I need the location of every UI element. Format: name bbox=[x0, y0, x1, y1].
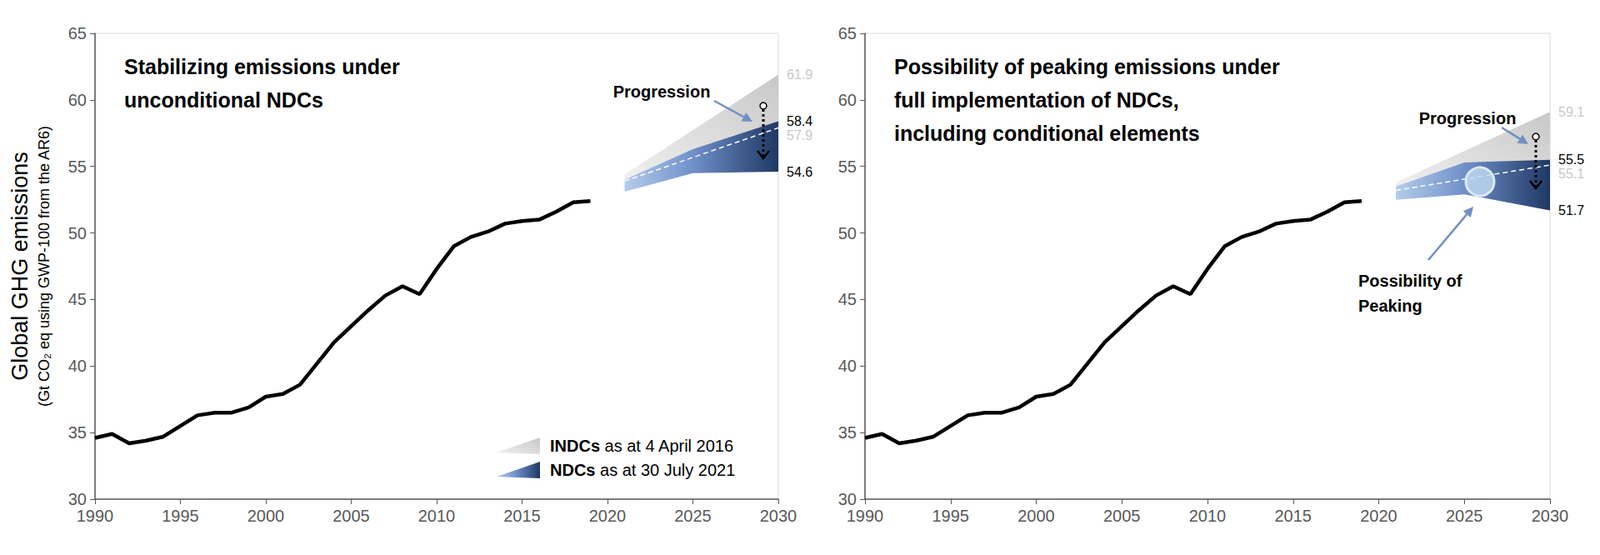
svg-text:50: 50 bbox=[838, 224, 857, 243]
svg-text:2025: 2025 bbox=[674, 506, 712, 525]
svg-text:including conditional elements: including conditional elements bbox=[894, 121, 1200, 145]
svg-text:Progression: Progression bbox=[1419, 109, 1517, 128]
svg-text:2000: 2000 bbox=[247, 506, 285, 525]
svg-text:40: 40 bbox=[68, 356, 87, 375]
svg-text:Possibility of: Possibility of bbox=[1358, 271, 1463, 290]
svg-text:as at 4 April 2016: as at 4 April 2016 bbox=[600, 436, 734, 455]
svg-text:61.9: 61.9 bbox=[786, 67, 813, 82]
svg-text:30: 30 bbox=[838, 490, 857, 509]
svg-text:54.6: 54.6 bbox=[786, 165, 813, 180]
svg-text:(Gt CO₂ eq using GWP-100 from: (Gt CO₂ eq using GWP-100 from the AR6) bbox=[35, 125, 53, 407]
svg-text:Peaking: Peaking bbox=[1358, 296, 1423, 315]
svg-text:50: 50 bbox=[68, 224, 87, 243]
svg-text:Progression: Progression bbox=[613, 82, 711, 101]
svg-text:55.1: 55.1 bbox=[1558, 166, 1585, 181]
svg-text:2010: 2010 bbox=[1189, 506, 1227, 525]
svg-text:65: 65 bbox=[68, 24, 87, 43]
svg-text:full implementation of NDCs,: full implementation of NDCs, bbox=[894, 88, 1180, 112]
svg-text:Global GHG emissions: Global GHG emissions bbox=[7, 151, 33, 381]
svg-text:35: 35 bbox=[68, 423, 87, 442]
svg-text:Possibility of peaking emissio: Possibility of peaking emissions under bbox=[894, 55, 1280, 79]
svg-text:2010: 2010 bbox=[418, 506, 456, 525]
svg-text:55: 55 bbox=[838, 157, 857, 176]
svg-text:2005: 2005 bbox=[1103, 506, 1141, 525]
svg-text:2005: 2005 bbox=[332, 506, 370, 525]
svg-text:2030: 2030 bbox=[1531, 506, 1570, 525]
svg-text:2015: 2015 bbox=[1275, 506, 1313, 525]
svg-text:1990: 1990 bbox=[76, 506, 115, 525]
svg-text:59.1: 59.1 bbox=[1558, 105, 1585, 120]
svg-text:2020: 2020 bbox=[1360, 506, 1398, 525]
svg-text:55.5: 55.5 bbox=[1558, 152, 1585, 167]
svg-text:unconditional NDCs: unconditional NDCs bbox=[124, 88, 324, 112]
svg-text:1995: 1995 bbox=[932, 506, 970, 525]
svg-text:INDCs: INDCs bbox=[550, 436, 600, 455]
svg-text:Stabilizing emissions under: Stabilizing emissions under bbox=[124, 55, 400, 79]
svg-text:60: 60 bbox=[838, 90, 857, 110]
svg-text:55: 55 bbox=[68, 157, 87, 176]
svg-text:65: 65 bbox=[838, 24, 857, 43]
svg-text:as at 30 July 2021: as at 30 July 2021 bbox=[595, 460, 735, 480]
svg-text:58.4: 58.4 bbox=[786, 114, 813, 129]
svg-text:45: 45 bbox=[68, 290, 87, 309]
svg-text:35: 35 bbox=[838, 423, 857, 442]
svg-text:2030: 2030 bbox=[760, 506, 798, 525]
svg-text:2000: 2000 bbox=[1017, 506, 1055, 525]
svg-text:2025: 2025 bbox=[1445, 506, 1484, 525]
svg-text:NDCs: NDCs bbox=[550, 460, 595, 480]
svg-text:57.9: 57.9 bbox=[786, 128, 813, 143]
svg-text:30: 30 bbox=[68, 490, 87, 509]
svg-text:60: 60 bbox=[68, 90, 87, 110]
svg-text:2020: 2020 bbox=[589, 506, 627, 525]
svg-text:40: 40 bbox=[838, 356, 857, 375]
svg-text:2015: 2015 bbox=[503, 506, 541, 525]
svg-text:1990: 1990 bbox=[846, 506, 885, 525]
svg-text:45: 45 bbox=[838, 290, 857, 309]
svg-text:51.7: 51.7 bbox=[1558, 203, 1585, 218]
svg-text:1995: 1995 bbox=[161, 506, 200, 525]
